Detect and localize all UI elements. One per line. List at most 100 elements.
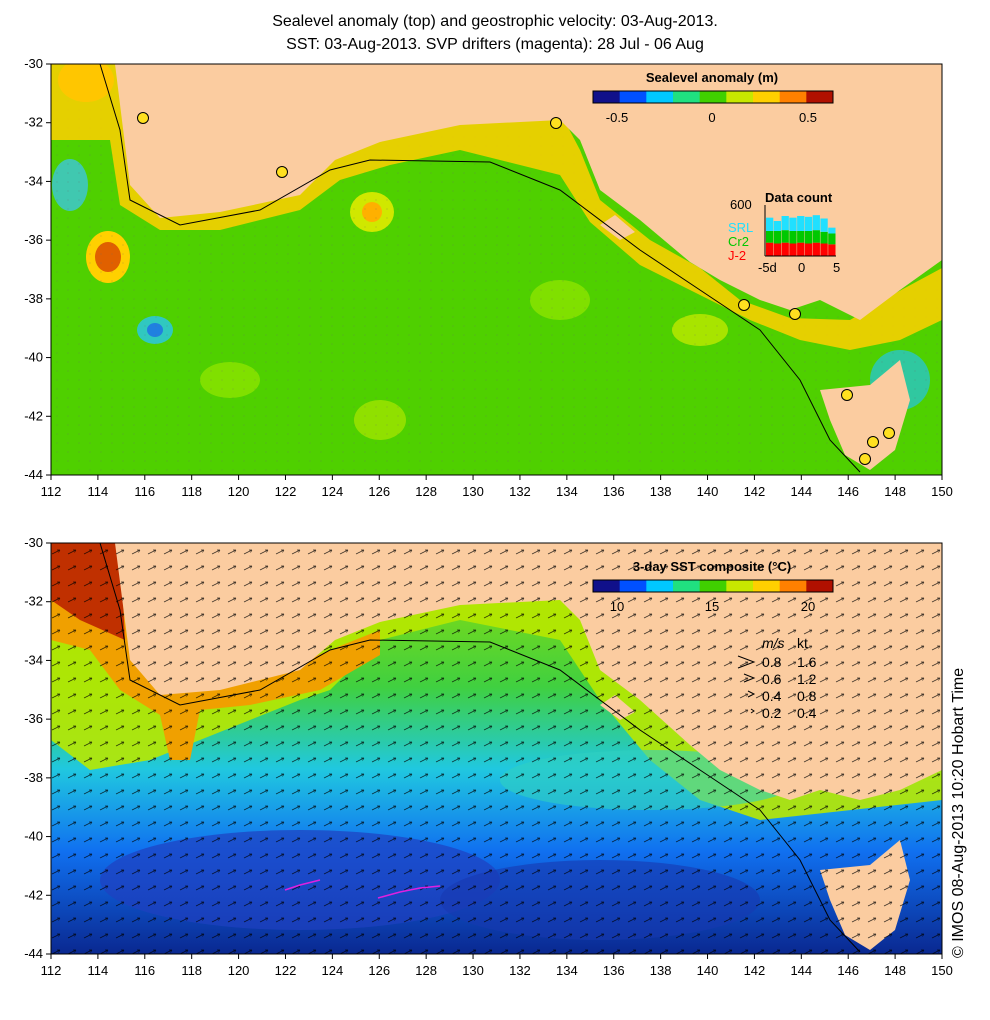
colorbar-swatch xyxy=(673,580,701,592)
speed-legend-kt-3: 0.8 xyxy=(797,688,817,704)
australia-land xyxy=(115,64,942,320)
colorbar-swatch xyxy=(779,91,807,103)
colorbar-swatch xyxy=(699,91,727,103)
lon-tick-label: 132 xyxy=(509,484,531,499)
lat-tick-label: -36 xyxy=(24,232,43,247)
lon-tick-label: 128 xyxy=(415,963,437,978)
top-panel-frame xyxy=(50,63,943,476)
data-count-bar-j2 xyxy=(797,242,805,256)
lat-tick-label: -40 xyxy=(24,350,43,365)
lon-tick-label: 146 xyxy=(837,484,859,499)
lon-tick-label: 120 xyxy=(228,963,250,978)
top-panel-ssh-map xyxy=(51,64,942,475)
data-count-bar-cr2 xyxy=(812,230,820,243)
lat-tick-label: -38 xyxy=(24,770,43,785)
data-count-bar-srl xyxy=(828,227,836,234)
colorbar-swatch xyxy=(646,91,674,103)
lon-tick-label: 126 xyxy=(368,963,390,978)
colorbar-swatch xyxy=(699,580,727,592)
data-count-bar-srl xyxy=(797,216,805,231)
colorbar-swatch xyxy=(806,91,834,103)
data-count-bar-j2 xyxy=(773,243,782,256)
data-count-bar-j2 xyxy=(766,242,774,256)
data-count-bar-srl xyxy=(820,218,828,232)
lon-tick-label: 114 xyxy=(88,963,109,978)
data-count-bar-j2 xyxy=(812,242,820,256)
lat-tick-label: -40 xyxy=(24,829,43,844)
data-count-bar-srl xyxy=(789,217,797,231)
bottom-panel-sst-map xyxy=(51,543,942,954)
lon-tick-label: 136 xyxy=(603,963,625,978)
lon-tick-label: 138 xyxy=(650,484,672,499)
lon-tick-label: 130 xyxy=(462,484,484,499)
lon-tick-label: 136 xyxy=(603,484,625,499)
map-title-line1: Sealevel anomaly (top) and geostrophic v… xyxy=(272,13,718,30)
lon-tick-label: 144 xyxy=(790,963,812,978)
ssh-colorbar-tick-neg: -0.5 xyxy=(606,110,628,125)
lon-tick-label: 124 xyxy=(322,484,344,499)
lon-tick-label: 124 xyxy=(322,963,344,978)
tasmania-land xyxy=(820,360,910,470)
lon-tick-label: 140 xyxy=(697,963,719,978)
ssh-colorbar-tick-zero: 0 xyxy=(708,110,715,125)
lon-tick-label: 128 xyxy=(415,484,437,499)
lon-tick-label: 146 xyxy=(837,963,859,978)
speed-legend-header-kt: kt xyxy=(797,635,808,651)
colorbar-swatch xyxy=(593,580,621,592)
speed-legend-kt-2: 1.2 xyxy=(797,671,817,687)
lat-tick-label: -42 xyxy=(24,887,43,902)
ssh-colorbar-title: Sealevel anomaly (m) xyxy=(646,70,778,85)
lon-tick-label: 118 xyxy=(181,484,202,499)
lon-tick-label: 134 xyxy=(556,963,578,978)
svp-drifter-track xyxy=(284,879,321,891)
lon-tick-label: 140 xyxy=(697,484,719,499)
geostrophic-velocity-arrows xyxy=(51,543,942,954)
lon-tick-label: 138 xyxy=(650,963,672,978)
ssh-colorbar-swatches xyxy=(593,91,834,103)
speed-legend: m/s kt 0.8 1.6 0.6 1.2 0.4 0.8 0.2 0.4 xyxy=(737,635,817,721)
colorbar-swatch xyxy=(619,91,647,103)
data-count-bar-j2 xyxy=(820,243,828,256)
colorbar-swatch xyxy=(753,91,781,103)
data-count-bar-cr2 xyxy=(828,233,836,245)
lat-tick-label: -42 xyxy=(24,408,43,423)
speed-legend-ms-4: 0.2 xyxy=(762,705,782,721)
sst-colorbar-tick-20: 20 xyxy=(801,599,815,614)
sst-colorbar-title: 3-day SST composite (°C) xyxy=(633,559,791,574)
colorbar-swatch xyxy=(726,91,754,103)
lon-tick-label: 130 xyxy=(462,963,484,978)
lon-tick-label: 122 xyxy=(275,963,297,978)
map-title-line2: SST: 03-Aug-2013. SVP drifters (magenta)… xyxy=(286,36,704,53)
data-count-series-cr2: Cr2 xyxy=(728,234,749,249)
data-count-series-srl: SRL xyxy=(728,220,753,235)
data-count-bar-cr2 xyxy=(797,231,805,243)
lon-tick-label: 122 xyxy=(275,484,297,499)
data-count-bar-j2 xyxy=(828,244,836,256)
sst-colorbar: 3-day SST composite (°C) 10 15 20 xyxy=(592,559,834,614)
lon-tick-label: 142 xyxy=(744,484,766,499)
colorbar-swatch xyxy=(806,580,834,592)
speed-legend-arrows xyxy=(737,655,756,714)
colorbar-swatch xyxy=(726,580,754,592)
ssh-colorbar-tick-pos: 0.5 xyxy=(799,110,817,125)
lat-tick-label: -44 xyxy=(24,467,43,482)
speed-legend-ms-2: 0.6 xyxy=(762,671,782,687)
lon-tick-label: 114 xyxy=(88,484,109,499)
data-count-bar-cr2 xyxy=(789,231,797,244)
sst-colorbar-tick-10: 10 xyxy=(610,599,624,614)
data-count-bar-srl xyxy=(773,221,782,231)
lat-tick-label: -34 xyxy=(24,652,43,667)
colorbar-swatch xyxy=(753,580,781,592)
speed-legend-ms-3: 0.4 xyxy=(762,688,782,704)
lat-tick-label: -34 xyxy=(24,173,43,188)
data-count-bar-srl xyxy=(766,217,774,231)
colorbar-swatch xyxy=(673,91,701,103)
data-count-bar-srl xyxy=(812,215,820,231)
colorbar-swatch xyxy=(646,580,674,592)
lon-tick-label: 112 xyxy=(41,963,62,978)
lon-tick-label: 116 xyxy=(134,484,155,499)
lon-tick-label: 120 xyxy=(228,484,250,499)
lon-tick-label: 132 xyxy=(509,963,531,978)
sst-colorbar-tick-15: 15 xyxy=(705,599,719,614)
lon-tick-label: 148 xyxy=(884,963,906,978)
